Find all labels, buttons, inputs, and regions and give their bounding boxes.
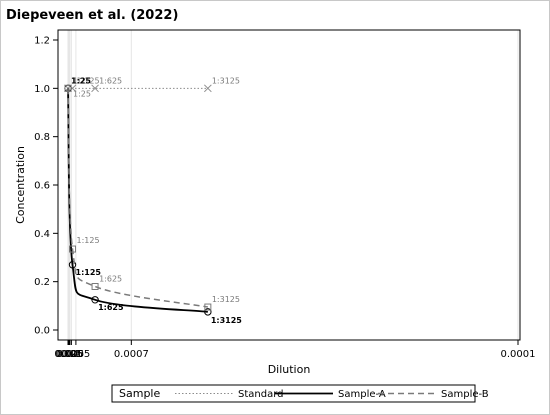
y-tick-label: 1.2 (34, 36, 50, 47)
point-label-standard: 1:3125 (212, 76, 240, 85)
marker-stroke (203, 84, 212, 93)
y-tick-label: 1.0 (34, 84, 50, 95)
data-point-sample-b (204, 303, 212, 311)
data-point-sample-a (204, 308, 212, 316)
y-axis-label: Concentration (14, 146, 27, 224)
point-label-standard: 1:25 (73, 76, 91, 85)
y-tick-label: 0.4 (34, 229, 50, 240)
x-tick-label: 0.0001 (501, 349, 536, 360)
y-tick-label: 0.8 (34, 132, 50, 143)
point-label-sample-b: 1:25 (73, 89, 91, 98)
legend-title: Sample (119, 387, 160, 400)
legend-label-sample-b: Sample-B (441, 389, 489, 400)
legend: Sample Standard Sample-A Sample-B (111, 384, 489, 403)
data-point-sample-a (68, 261, 77, 269)
series-layer (64, 84, 212, 316)
data-point-sample-b (91, 283, 99, 290)
grid-lines (67, 30, 519, 340)
point-label-sample-b: 1:625 (99, 275, 122, 284)
data-point-sample-b (64, 84, 72, 92)
y-tick-label: 0.2 (34, 277, 50, 288)
x-tick-label: 0.015 (56, 349, 85, 360)
series-line-sample-b (67, 88, 208, 308)
y-tick-label: 0.0 (34, 326, 50, 337)
point-label-sample-a: 1:625 (98, 303, 124, 312)
legend-entries: Standard Sample-A Sample-B (175, 389, 489, 400)
plot-area-background (58, 30, 520, 340)
point-label-standard: 1:625 (99, 76, 122, 85)
point-label-sample-b: 1:3125 (212, 295, 240, 304)
y-tick-label: 0.6 (34, 181, 50, 192)
data-point-sample-b (69, 245, 77, 253)
x-tick-label: 0.005 (62, 349, 91, 360)
data-point-standard (91, 84, 99, 93)
data-point-sample-a (91, 296, 99, 304)
point-label-sample-a: 1:3125 (211, 316, 242, 325)
point-labels: 1:251:125 1:625 1:31251:251:1251:6251:3125… (71, 76, 242, 325)
chart-title: Diepeveen et al. (2022) (6, 8, 178, 23)
x-tick-label: 0.01 (60, 349, 82, 360)
data-point-standard (203, 84, 212, 93)
x-tick-label: 0.0007 (114, 349, 149, 360)
point-label-sample-a: 1:125 (76, 268, 102, 277)
point-label-standard: 1:125 (77, 76, 100, 85)
x-tick-label: 0.025 (54, 349, 83, 360)
point-label-sample-a: 1:25 (71, 76, 91, 85)
x-tick-label: 0.04 (57, 349, 79, 360)
legend-label-standard: Standard (238, 389, 284, 400)
point-label-sample-b: 1:125 (77, 236, 100, 245)
marker-stroke (91, 84, 99, 93)
x-axis-label: Dilution (268, 363, 311, 376)
legend-label-sample-a: Sample-A (338, 389, 386, 400)
